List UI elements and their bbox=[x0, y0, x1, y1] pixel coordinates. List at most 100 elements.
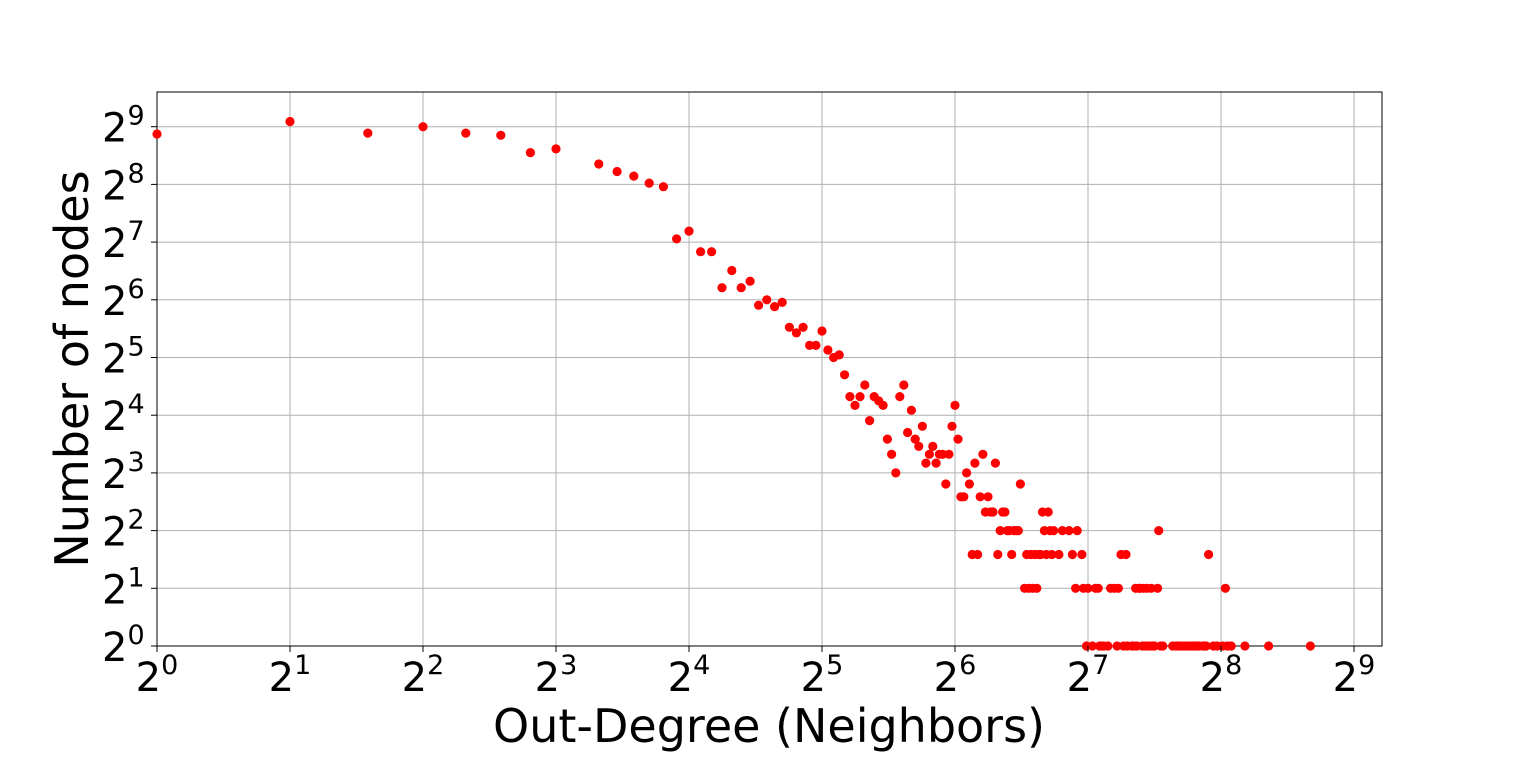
x-tick-label: 25 bbox=[801, 650, 844, 701]
x-tick-labels: 20 21 22 23 24 25 26 27 28 29 bbox=[136, 646, 1376, 701]
x-tick-label: 29 bbox=[1333, 650, 1376, 701]
data-point bbox=[1071, 583, 1081, 593]
data-point bbox=[1204, 549, 1214, 560]
data-point bbox=[988, 507, 998, 517]
x-tick-label: 27 bbox=[1067, 650, 1110, 701]
data-point bbox=[791, 328, 802, 338]
data-point bbox=[1043, 507, 1053, 517]
data-points bbox=[152, 116, 1315, 651]
data-point bbox=[928, 441, 938, 451]
data-point bbox=[931, 458, 941, 468]
data-point bbox=[1064, 526, 1074, 536]
data-point bbox=[1240, 641, 1250, 651]
data-point bbox=[1032, 583, 1042, 593]
data-point bbox=[1158, 641, 1168, 651]
data-point bbox=[834, 350, 844, 360]
data-point bbox=[736, 283, 746, 293]
data-point bbox=[975, 492, 985, 502]
data-point bbox=[1013, 526, 1023, 536]
data-point bbox=[727, 265, 737, 276]
data-point bbox=[840, 370, 850, 380]
data-point bbox=[1153, 583, 1163, 593]
data-point bbox=[612, 166, 622, 177]
data-point bbox=[938, 449, 948, 459]
y-tick-label: 25 bbox=[102, 332, 145, 383]
data-point bbox=[525, 148, 536, 158]
data-point bbox=[1087, 641, 1097, 651]
data-point bbox=[917, 421, 928, 431]
data-point bbox=[962, 468, 972, 478]
data-point bbox=[594, 159, 604, 169]
data-point bbox=[418, 122, 428, 132]
data-point bbox=[978, 449, 988, 459]
y-axis-title: Number of nodes bbox=[45, 170, 99, 567]
y-tick-labels: 20 21 22 23 24 25 26 27 28 29 bbox=[102, 101, 157, 671]
data-point bbox=[891, 468, 901, 478]
data-point bbox=[941, 479, 951, 489]
data-point bbox=[947, 421, 957, 431]
y-tick-label: 26 bbox=[102, 274, 145, 325]
y-tick-label: 27 bbox=[102, 216, 145, 267]
data-point bbox=[995, 526, 1005, 536]
data-point bbox=[770, 302, 780, 312]
data-point bbox=[1093, 583, 1103, 593]
y-tick-label: 22 bbox=[102, 505, 145, 556]
data-point bbox=[823, 345, 833, 355]
data-point bbox=[1264, 641, 1274, 651]
data-point bbox=[798, 322, 808, 332]
data-point bbox=[990, 458, 1001, 468]
data-point bbox=[983, 492, 993, 502]
data-point bbox=[970, 458, 980, 468]
data-point bbox=[1083, 583, 1093, 593]
y-tick-label: 23 bbox=[102, 447, 145, 498]
data-point bbox=[1113, 583, 1123, 593]
data-point bbox=[1112, 641, 1122, 651]
data-point bbox=[973, 549, 983, 560]
data-point bbox=[903, 427, 913, 438]
x-tick-label: 21 bbox=[269, 650, 312, 701]
data-point bbox=[1103, 641, 1113, 651]
data-point bbox=[845, 392, 855, 402]
data-point bbox=[496, 130, 506, 140]
x-axis-title: Out-Degree (Neighbors) bbox=[493, 699, 1045, 753]
data-point bbox=[644, 178, 654, 188]
y-tick-label: 21 bbox=[102, 562, 145, 613]
data-point bbox=[914, 441, 924, 451]
data-point bbox=[696, 247, 706, 257]
plot-frame bbox=[156, 91, 1383, 647]
data-point bbox=[1226, 641, 1236, 651]
data-point bbox=[672, 234, 682, 244]
x-tick-label: 28 bbox=[1200, 650, 1243, 701]
data-point bbox=[551, 144, 561, 154]
data-point bbox=[1054, 549, 1064, 560]
data-point bbox=[1000, 507, 1010, 517]
data-point bbox=[899, 380, 909, 390]
data-point bbox=[860, 380, 870, 390]
data-point bbox=[953, 434, 963, 444]
data-point bbox=[811, 340, 821, 350]
data-point bbox=[855, 392, 865, 402]
data-point bbox=[959, 492, 969, 502]
data-point bbox=[993, 549, 1003, 560]
data-point bbox=[906, 405, 917, 415]
data-point bbox=[878, 400, 888, 410]
data-point bbox=[1072, 526, 1082, 536]
data-point bbox=[882, 434, 893, 444]
data-point bbox=[1049, 526, 1059, 536]
data-point bbox=[754, 300, 764, 310]
data-point bbox=[950, 400, 960, 410]
y-tick-label: 28 bbox=[102, 158, 145, 209]
data-point bbox=[784, 322, 795, 332]
data-point bbox=[707, 247, 717, 257]
data-point bbox=[1007, 549, 1017, 560]
data-point bbox=[817, 326, 827, 336]
data-point bbox=[865, 416, 875, 426]
data-point bbox=[805, 340, 815, 350]
data-point bbox=[1057, 526, 1067, 536]
data-point bbox=[1305, 641, 1315, 651]
data-point bbox=[895, 392, 905, 402]
data-point bbox=[944, 449, 954, 459]
